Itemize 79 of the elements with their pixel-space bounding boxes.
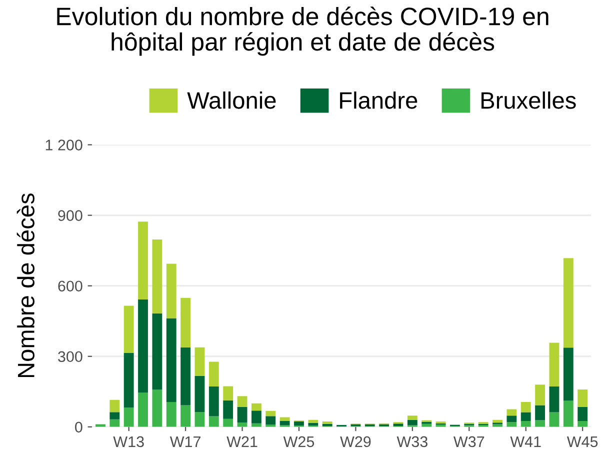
bar xyxy=(124,353,134,408)
x-tick-label: W21 xyxy=(226,436,258,447)
bar xyxy=(578,406,588,422)
bar xyxy=(549,342,560,386)
bar xyxy=(180,298,191,348)
bar xyxy=(166,264,176,318)
bar xyxy=(520,402,531,412)
y-tick-label: 900 xyxy=(58,210,82,221)
bar xyxy=(180,405,191,427)
x-tick-label: W17 xyxy=(170,436,200,447)
bar xyxy=(563,400,574,427)
bar xyxy=(251,403,262,411)
bar xyxy=(506,409,517,416)
bar xyxy=(110,419,120,427)
bar xyxy=(110,400,120,412)
bar xyxy=(322,421,332,424)
bar xyxy=(308,422,318,426)
bar xyxy=(549,412,560,427)
bar xyxy=(194,376,205,412)
bar xyxy=(251,410,262,424)
bar xyxy=(124,408,134,427)
bar xyxy=(407,420,418,426)
bar xyxy=(266,416,276,425)
y-tick-label: 0 xyxy=(75,422,82,433)
bar xyxy=(166,318,176,402)
bar xyxy=(266,410,276,416)
x-tick-label: W29 xyxy=(340,436,371,448)
bar xyxy=(138,222,148,300)
bar xyxy=(152,313,162,390)
bar xyxy=(280,421,290,426)
bar xyxy=(520,421,531,427)
x-tick-label: W33 xyxy=(396,436,428,448)
bar xyxy=(223,400,234,419)
x-tick-label: W41 xyxy=(510,436,541,447)
bar xyxy=(223,418,234,427)
bar xyxy=(152,240,162,314)
bar xyxy=(506,416,517,422)
x-tick-label: W13 xyxy=(113,436,144,448)
bar xyxy=(208,416,219,427)
bar xyxy=(563,258,574,348)
bar xyxy=(180,347,191,406)
bar xyxy=(294,421,304,426)
legend-label: Wallonie xyxy=(187,91,276,109)
bar xyxy=(194,412,205,427)
bar xyxy=(237,396,248,407)
bar xyxy=(223,386,234,400)
bar xyxy=(166,402,176,427)
bar xyxy=(506,422,517,427)
y-tick-label: 300 xyxy=(58,351,82,362)
bar xyxy=(194,347,205,376)
bar xyxy=(308,420,318,423)
x-tick-label: W25 xyxy=(283,436,314,448)
bar xyxy=(124,306,134,354)
bar xyxy=(407,416,418,420)
x-tick-label: W37 xyxy=(454,436,484,448)
bar xyxy=(280,417,290,422)
bar xyxy=(110,412,120,420)
bar xyxy=(138,299,148,393)
bar xyxy=(237,422,248,427)
chart-title: Evolution du nombre de décès COVID-19 en hôpital par région et date de décès xyxy=(57,6,548,56)
bar xyxy=(208,362,219,386)
y-tick-label: 600 xyxy=(58,280,82,292)
bar xyxy=(578,390,588,407)
bar xyxy=(152,390,162,427)
bar xyxy=(535,384,545,406)
bar xyxy=(549,386,560,412)
bar xyxy=(138,392,148,427)
y-axis-title: Nombre de décès xyxy=(16,193,34,378)
legend-label: Flandre xyxy=(340,91,418,109)
bar xyxy=(563,348,574,401)
x-tick-label: W45 xyxy=(566,436,598,448)
bar xyxy=(535,420,545,427)
y-tick-label: 1 200 xyxy=(46,140,82,150)
bar xyxy=(237,406,248,423)
bar xyxy=(578,421,588,427)
bar xyxy=(535,405,545,420)
bar xyxy=(520,412,531,422)
legend-label: Bruxelles xyxy=(482,91,576,109)
bar xyxy=(208,386,219,416)
